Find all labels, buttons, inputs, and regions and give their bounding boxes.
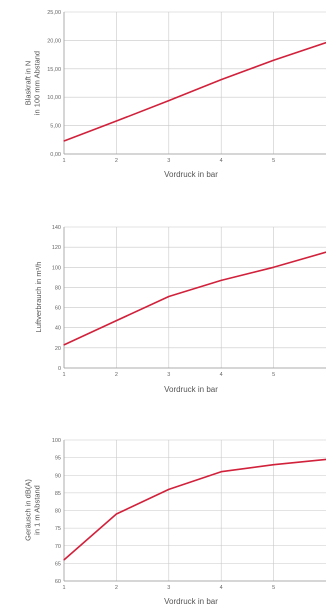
- data-point: [168, 295, 170, 298]
- series-line: [63, 458, 326, 561]
- chart-blaskraft: 0,00 5,00 10,00 15,00 20,00 25,00 1 2 3 4 5 Vordruc…: [24, 10, 326, 179]
- x-axis-title: Vordruck in bar: [164, 385, 218, 394]
- y-tick-label: 80: [55, 509, 61, 515]
- y-tick-label: 120: [52, 245, 61, 251]
- x-tick-label: 4: [220, 372, 223, 378]
- y-tick-label: 60: [55, 579, 61, 585]
- y-axis-title-line: in 1 m Abstand: [33, 485, 42, 535]
- y-axis-title-line: Luftverbrauch in m³/h: [34, 262, 43, 333]
- y-tick-label: 20: [55, 346, 61, 352]
- x-tick-label: 2: [115, 585, 118, 591]
- data-point: [273, 464, 275, 466]
- data-point: [115, 320, 117, 322]
- y-tick-label: 40: [55, 326, 61, 332]
- y-tick-label: 100: [52, 265, 61, 271]
- y-tick-label: 100: [52, 438, 61, 444]
- x-tick-label: 5: [272, 372, 275, 378]
- y-tick-label: 25,00: [47, 10, 61, 16]
- x-tick-label: 4: [220, 585, 223, 591]
- y-axis-title: Geräusch in dB(A) in 1 m Abstand: [24, 479, 42, 541]
- data-point: [273, 59, 275, 61]
- y-tick-label: 0: [58, 366, 61, 372]
- x-tick-label: 3: [167, 158, 170, 164]
- x-tick-label: 5: [272, 585, 275, 591]
- y-axis-title-line: Blaskraft in N: [24, 61, 33, 106]
- chart-luftverbrauch: 0 20 40 60 80 100 120 140 1 2 3 4 5 Vordruck in bar Lu…: [34, 225, 326, 394]
- data-point: [63, 559, 65, 561]
- data-point: [63, 140, 65, 142]
- data-point: [115, 513, 117, 515]
- y-tick-label: 70: [55, 544, 61, 550]
- y-tick-label: 65: [55, 561, 61, 567]
- y-tick-label: 60: [55, 306, 61, 312]
- x-axis-title: Vordruck in bar: [164, 597, 218, 606]
- y-tick-label: 80: [55, 285, 61, 291]
- data-point: [273, 266, 275, 268]
- data-point: [220, 471, 222, 473]
- data-point: [220, 78, 222, 81]
- y-axis-title-line: in 100 mm Abstand: [33, 51, 42, 115]
- x-tick-label: 4: [220, 158, 223, 164]
- x-tick-label: 2: [115, 158, 118, 164]
- x-tick-label: 1: [62, 158, 65, 164]
- y-tick-label: 15,00: [47, 67, 61, 73]
- y-tick-label: 85: [55, 491, 61, 497]
- y-tick-label: 75: [55, 526, 61, 532]
- y-tick-label: 20,00: [47, 38, 61, 44]
- y-tick-label: 90: [55, 473, 61, 479]
- y-tick-label: 95: [55, 456, 61, 462]
- x-tick-label: 2: [115, 372, 118, 378]
- series-line: [63, 251, 326, 346]
- chart-geraeusch: 60 65 70 75 80 85 90 95 100 1 2 3 4 5 Vordruck in bar G…: [24, 438, 326, 606]
- x-axis-title: Vordruck in bar: [164, 170, 218, 179]
- data-point: [168, 488, 170, 490]
- y-axis-title: Luftverbrauch in m³/h: [34, 262, 43, 333]
- data-point: [115, 120, 117, 122]
- x-tick-label: 5: [272, 158, 275, 164]
- data-point: [220, 279, 222, 281]
- x-tick-label: 3: [167, 372, 170, 378]
- data-point: [63, 344, 65, 346]
- series-line: [63, 41, 326, 142]
- y-tick-label: 5,00: [50, 124, 61, 130]
- y-axis-title-line: Geräusch in dB(A): [24, 479, 33, 541]
- x-tick-label: 3: [167, 585, 170, 591]
- y-tick-label: 0,00: [50, 152, 61, 158]
- data-point: [168, 100, 170, 102]
- y-tick-label: 140: [52, 225, 61, 231]
- x-tick-label: 1: [62, 585, 65, 591]
- x-tick-label: 1: [62, 372, 65, 378]
- y-tick-label: 10,00: [47, 95, 61, 101]
